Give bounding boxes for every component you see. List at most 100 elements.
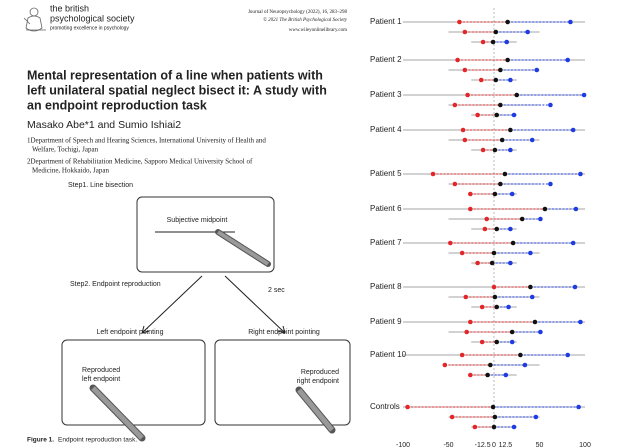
left-endpoint (479, 304, 485, 310)
left-endpoint (480, 147, 486, 153)
paper-title: left unilateral spatial neglect bisect i… (27, 83, 327, 97)
midpoint (490, 404, 496, 410)
right-endpoint (548, 181, 553, 187)
arrows (141, 275, 286, 334)
task-box (136, 196, 275, 273)
right-endpoint (503, 372, 509, 378)
midpoint (519, 216, 525, 222)
figure-label: left endpoint (82, 376, 120, 383)
affiliation: 1Department of Speech and Hearing Scienc… (27, 137, 266, 145)
right-endpoint (511, 112, 517, 118)
figure-label: Left endpoint pointing (97, 329, 164, 336)
left-endpoint (491, 284, 497, 290)
society-name: psychological society (50, 13, 135, 23)
group-label: Patient 5 (370, 169, 402, 178)
midpoint (505, 57, 510, 63)
midpoint (510, 240, 516, 246)
midpoint (505, 19, 510, 25)
right-endpoint (578, 171, 583, 177)
group-label: Patient 7 (370, 238, 402, 247)
midpoint (532, 319, 538, 325)
figure-label: Subjective midpoint (167, 217, 228, 224)
left-endpoint (468, 191, 473, 197)
journal-info: © 2021 The British Psychological Society (263, 17, 348, 23)
left-endpoint (452, 181, 458, 187)
midpoint (492, 294, 498, 300)
left-endpoint (442, 362, 448, 368)
right-endpoint (548, 102, 553, 108)
right-endpoint (565, 57, 571, 63)
right-endpoint (508, 147, 513, 153)
right-endpoint (572, 284, 578, 290)
affiliation: Medicine, Hokkaido, Japan (32, 167, 109, 175)
caption-label: Figure 1. (27, 437, 54, 444)
midpoint (492, 147, 498, 153)
chart-background (357, 0, 636, 448)
journal-info: Journal of Neuropsychology (2022), 16, 2… (248, 10, 348, 15)
left-endpoint (468, 319, 473, 325)
midpoint (493, 29, 499, 35)
right-endpoint (508, 77, 513, 83)
paper-page: the british psychological society promot… (23, 3, 351, 444)
midpoint (494, 339, 500, 345)
group-label: Patient 8 (370, 282, 402, 291)
paper-title: Mental representation of a line when pat… (27, 68, 323, 82)
paper-title: an endpoint reproduction task (27, 98, 207, 112)
right-endpoint (529, 137, 535, 143)
x-tick-label: 12.5 (499, 442, 513, 448)
right-endpoint (533, 414, 539, 420)
midpoint (492, 414, 498, 420)
right-endpoint (570, 127, 576, 133)
left-endpoint (482, 226, 488, 232)
left-endpoint (475, 260, 480, 266)
society-name: the british (50, 3, 89, 13)
group-label: Patient 9 (370, 317, 402, 326)
midpoint (528, 284, 533, 290)
left-endpoint (475, 112, 480, 118)
x-tick-label: 50 (536, 442, 544, 448)
right-endpoint (508, 260, 513, 266)
right-endpoint (525, 29, 530, 35)
left-endpoint (452, 102, 458, 108)
right-endpoint (578, 319, 583, 325)
midpoint (489, 260, 495, 266)
left-endpoint (468, 372, 473, 378)
left-endpoint (479, 339, 485, 345)
left-endpoint (464, 329, 470, 335)
right-endpoint (522, 362, 528, 368)
right-endpoint (570, 240, 576, 246)
figure-label: 2 sec (268, 287, 285, 294)
figure-label: Right endpoint pointing (248, 329, 320, 336)
midpoint (508, 127, 513, 133)
right-endpoint (528, 250, 533, 256)
right-endpoint (506, 304, 511, 310)
midpoint (518, 352, 523, 358)
x-tick-label: -100 (396, 442, 410, 448)
midpoint (491, 250, 497, 256)
midpoint (509, 329, 515, 335)
group-label: Patient 3 (370, 90, 402, 99)
x-tick-label: 100 (579, 442, 591, 448)
left-endpoint (457, 19, 462, 25)
right-endpoint (581, 92, 587, 98)
midpoint (502, 171, 508, 177)
left-endpoint (455, 57, 460, 63)
pencil (89, 384, 146, 442)
authors: Masako Abe*1 and Sumio Ishiai2 (27, 119, 181, 131)
x-tick-label: 0 (492, 442, 496, 448)
right-endpoint (511, 424, 517, 430)
midpoint (499, 137, 505, 143)
chart: -100 -50 -12.5 0 12.5 50 100 Patient 1 Patient 2… (370, 8, 591, 448)
figure-step: Step1. Line bisection (68, 182, 133, 189)
affiliation: Welfare, Tochigi, Japan (32, 146, 99, 154)
midpoint (494, 226, 500, 232)
left-endpoint (448, 240, 453, 246)
group-label: Patient 6 (370, 204, 402, 213)
midpoint (491, 424, 497, 430)
midpoint (490, 39, 496, 45)
group-label: Patient 4 (370, 125, 402, 134)
society-tagline: promoting excellence in psychology (50, 25, 129, 31)
midpoint (492, 191, 498, 197)
left-endpoint (463, 294, 469, 300)
